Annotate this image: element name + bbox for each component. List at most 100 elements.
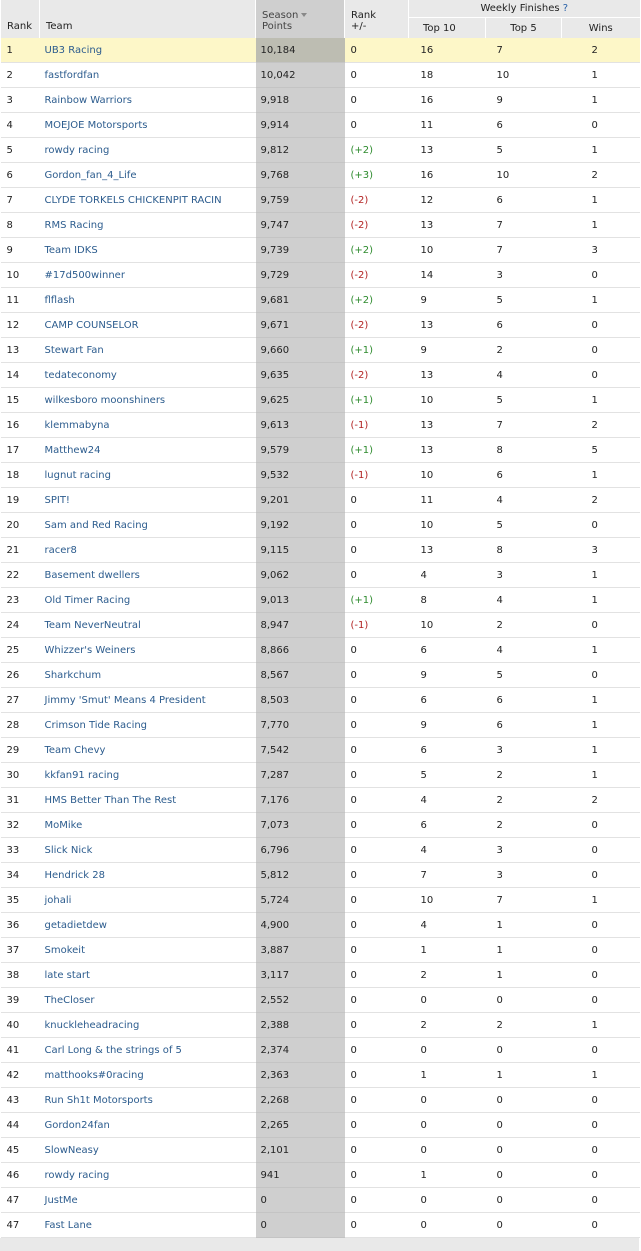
table-row: 25 Whizzer's Weiners 8,866 0 6 4 1 [0, 637, 640, 663]
rank-change-cell: 0 [344, 987, 409, 1013]
top5-column-header[interactable]: Top 5 [485, 17, 562, 38]
season-points-cell: 9,918 [255, 87, 345, 113]
rank-change-column-header[interactable]: Rank +/- [344, 0, 409, 38]
team-link[interactable]: Crimson Tide Racing [39, 712, 256, 738]
team-link[interactable]: Gordon24fan [39, 1112, 256, 1138]
season-points-cell: 9,759 [255, 187, 345, 213]
team-link[interactable]: rowdy racing [39, 1162, 256, 1188]
top5-cell: 7 [485, 38, 562, 63]
table-row: 11 flflash 9,681 (+2) 9 5 1 [0, 287, 640, 313]
team-link[interactable]: TheCloser [39, 987, 256, 1013]
rank-cell: 30 [0, 762, 40, 788]
wins-cell: 3 [561, 237, 640, 263]
team-link[interactable]: johali [39, 887, 256, 913]
wins-column-header[interactable]: Wins [560, 17, 640, 38]
season-points-cell: 9,201 [255, 487, 345, 513]
top5-cell: 7 [485, 412, 562, 438]
team-link[interactable]: MOEJOE Motorsports [39, 112, 256, 138]
wins-cell: 0 [561, 512, 640, 538]
top10-column-header[interactable]: Top 10 [408, 17, 486, 38]
table-row: 16 klemmabyna 9,613 (-1) 13 7 2 [0, 412, 640, 438]
team-link[interactable]: Slick Nick [39, 837, 256, 863]
top5-cell: 2 [485, 337, 562, 363]
team-link[interactable]: Team NeverNeutral [39, 612, 256, 638]
rank-change-cell: 0 [344, 1187, 409, 1213]
team-link[interactable]: Smokeit [39, 937, 256, 963]
team-link[interactable]: Whizzer's Weiners [39, 637, 256, 663]
top10-cell: 9 [408, 712, 486, 738]
team-link[interactable]: Sharkchum [39, 662, 256, 688]
team-link[interactable]: Jimmy 'Smut' Means 4 President [39, 687, 256, 713]
team-link[interactable]: SlowNeasy [39, 1137, 256, 1163]
team-link[interactable]: Gordon_fan_4_Life [39, 162, 256, 188]
wins-cell: 0 [561, 337, 640, 363]
team-column-header[interactable]: Team [39, 0, 256, 38]
team-link[interactable]: fastfordfan [39, 62, 256, 88]
team-link[interactable]: Basement dwellers [39, 562, 256, 588]
season-points-cell: 10,042 [255, 62, 345, 88]
top10-cell: 12 [408, 187, 486, 213]
top10-cell: 4 [408, 837, 486, 863]
rank-cell: 25 [0, 637, 40, 663]
table-row: 44 Gordon24fan 2,265 0 0 0 0 [0, 1112, 640, 1138]
rank-change-cell: (-2) [344, 212, 409, 238]
top10-cell: 10 [408, 387, 486, 413]
table-row: 8 RMS Racing 9,747 (-2) 13 7 1 [0, 212, 640, 238]
team-link[interactable]: tedateconomy [39, 362, 256, 388]
team-link[interactable]: wilkesboro moonshiners [39, 387, 256, 413]
top5-cell: 6 [485, 712, 562, 738]
rank-change-cell: 0 [344, 737, 409, 763]
rank-cell: 28 [0, 712, 40, 738]
top5-cell: 3 [485, 862, 562, 888]
table-row: 13 Stewart Fan 9,660 (+1) 9 2 0 [0, 337, 640, 363]
help-icon[interactable]: ? [562, 3, 569, 14]
team-link[interactable]: racer8 [39, 537, 256, 563]
team-link[interactable]: rowdy racing [39, 137, 256, 163]
team-link[interactable]: late start [39, 962, 256, 988]
rank-column-header[interactable]: Rank [0, 0, 40, 38]
team-link[interactable]: Carl Long & the strings of 5 [39, 1037, 256, 1063]
team-link[interactable]: #17d500winner [39, 262, 256, 288]
team-link[interactable]: Matthew24 [39, 437, 256, 463]
rank-change-cell: 0 [344, 1087, 409, 1113]
team-link[interactable]: HMS Better Than The Rest [39, 787, 256, 813]
team-link[interactable]: getadietdew [39, 912, 256, 938]
wins-cell: 1 [561, 62, 640, 88]
season-points-cell: 3,117 [255, 962, 345, 988]
top5-cell: 0 [485, 1162, 562, 1188]
team-link[interactable]: Hendrick 28 [39, 862, 256, 888]
season-points-cell: 0 [255, 1187, 345, 1213]
team-link[interactable]: Run Sh1t Motorsports [39, 1087, 256, 1113]
season-points-column-header[interactable]: Season Points [255, 0, 345, 38]
season-points-cell: 5,724 [255, 887, 345, 913]
team-link[interactable]: Sam and Red Racing [39, 512, 256, 538]
season-points-cell: 9,635 [255, 362, 345, 388]
season-points-cell: 9,013 [255, 587, 345, 613]
team-link[interactable]: Rainbow Warriors [39, 87, 256, 113]
top10-cell: 16 [408, 38, 486, 63]
top10-cell: 13 [408, 437, 486, 463]
team-link[interactable]: Team Chevy [39, 737, 256, 763]
wins-cell: 1 [561, 1062, 640, 1088]
team-link[interactable]: Team IDKS [39, 237, 256, 263]
team-link[interactable]: JustMe [39, 1187, 256, 1213]
rank-change-cell: 0 [344, 787, 409, 813]
top10-cell: 10 [408, 462, 486, 488]
team-link[interactable]: SPIT! [39, 487, 256, 513]
team-link[interactable]: matthooks#0racing [39, 1062, 256, 1088]
top5-cell: 4 [485, 587, 562, 613]
team-link[interactable]: Stewart Fan [39, 337, 256, 363]
season-points-cell: 0 [255, 1212, 345, 1238]
team-link[interactable]: knuckleheadracing [39, 1012, 256, 1038]
team-link[interactable]: CAMP COUNSELOR [39, 312, 256, 338]
team-link[interactable]: Old Timer Racing [39, 587, 256, 613]
team-link[interactable]: MoMike [39, 812, 256, 838]
team-link[interactable]: Fast Lane [39, 1212, 256, 1238]
team-link[interactable]: kkfan91 racing [39, 762, 256, 788]
team-link[interactable]: UB3 Racing [39, 38, 256, 63]
team-link[interactable]: CLYDE TORKELS CHICKENPIT RACIN [39, 187, 256, 213]
team-link[interactable]: RMS Racing [39, 212, 256, 238]
team-link[interactable]: lugnut racing [39, 462, 256, 488]
team-link[interactable]: klemmabyna [39, 412, 256, 438]
team-link[interactable]: flflash [39, 287, 256, 313]
